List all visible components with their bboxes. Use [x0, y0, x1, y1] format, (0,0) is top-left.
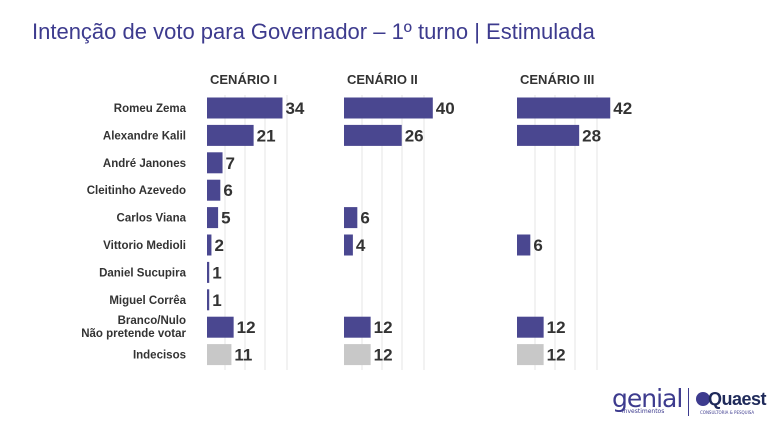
bar-value-label: 21	[257, 126, 276, 145]
bar-value-label: 12	[547, 318, 566, 337]
vote-intention-chart: CENÁRIO I CENÁRIO II CENÁRIO III Romeu Zema…	[81, 72, 632, 370]
bar	[207, 344, 232, 366]
logo-divider	[688, 388, 689, 416]
bar	[207, 316, 234, 338]
bar	[207, 234, 212, 256]
bar	[517, 97, 611, 119]
bar	[344, 207, 358, 229]
bar-value-label: 5	[221, 209, 230, 228]
bar-value-label: 11	[234, 346, 252, 365]
page-title: Intenção de voto para Governador – 1º tu…	[32, 19, 595, 44]
category-label: André Janones	[103, 158, 186, 170]
bar-value-label: 42	[613, 99, 632, 118]
bar-value-label: 6	[223, 181, 232, 200]
category-label: Alexandre Kalil	[103, 130, 186, 142]
bar	[344, 344, 371, 366]
bar-value-label: 6	[533, 236, 542, 255]
bar	[207, 124, 254, 146]
bar-value-label: 4	[356, 236, 366, 255]
quaest-logo-subtitle: CONSULTORIA & PESQUISA	[700, 410, 755, 415]
bar	[517, 344, 544, 366]
bar-value-label: 28	[582, 126, 601, 145]
bar	[207, 97, 283, 119]
bar-value-label: 12	[237, 318, 256, 337]
bar	[344, 97, 433, 119]
category-label: Indecisos	[133, 350, 186, 362]
bar-value-label: 12	[547, 346, 566, 365]
category-label: Cleitinho Azevedo	[87, 185, 186, 197]
bar	[517, 316, 544, 338]
bar	[207, 179, 221, 201]
category-label: Miguel Corrêa	[109, 295, 186, 307]
bar-value-label: 1	[212, 291, 221, 310]
bar-value-label: 34	[285, 99, 304, 118]
bar-value-label: 40	[436, 99, 455, 118]
bar	[207, 289, 210, 311]
bar-value-label: 6	[360, 209, 369, 228]
bar	[344, 124, 402, 146]
scenario-header: CENÁRIO I	[210, 72, 277, 87]
bar-value-label: 1	[212, 263, 221, 282]
bar-value-label: 26	[405, 126, 424, 145]
bar	[517, 124, 580, 146]
quaest-mark-icon	[696, 392, 710, 406]
bar-value-label: 7	[226, 154, 235, 173]
genial-logo-subtitle: investimentos	[622, 408, 665, 415]
category-label: Romeu Zema	[114, 103, 187, 115]
category-label: Vittorio Medioli	[103, 240, 186, 252]
bar	[344, 316, 371, 338]
logos: genial investimentos Quaest CONSULTORIA …	[612, 384, 767, 420]
category-label: Não pretende votar	[81, 328, 186, 340]
genial-logo: genial	[612, 384, 683, 413]
bar	[207, 261, 210, 283]
bar	[344, 234, 353, 256]
bar-value-label: 12	[374, 318, 393, 337]
bar-value-label: 12	[374, 346, 393, 365]
scenario-header: CENÁRIO III	[520, 72, 594, 87]
scenario-header: CENÁRIO II	[347, 72, 418, 87]
category-label: Branco/Nulo	[118, 315, 186, 327]
bar	[207, 207, 219, 229]
category-label: Daniel Sucupira	[99, 267, 187, 279]
bar-value-label: 2	[214, 236, 223, 255]
quaest-logo: Quaest	[708, 389, 767, 409]
bar	[207, 152, 223, 174]
category-label: Carlos Viana	[117, 213, 187, 225]
bar	[517, 234, 531, 256]
